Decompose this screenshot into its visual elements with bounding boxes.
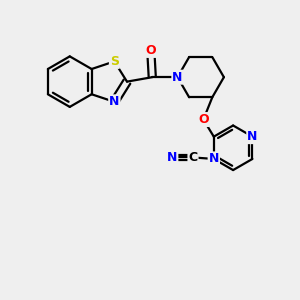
Text: C: C <box>188 151 198 164</box>
Text: N: N <box>208 152 219 165</box>
Text: S: S <box>110 55 119 68</box>
Text: N: N <box>172 71 183 84</box>
Text: O: O <box>146 44 156 57</box>
Text: N: N <box>167 151 177 164</box>
Text: N: N <box>109 95 120 108</box>
Text: N: N <box>247 130 258 143</box>
Text: O: O <box>198 113 209 126</box>
